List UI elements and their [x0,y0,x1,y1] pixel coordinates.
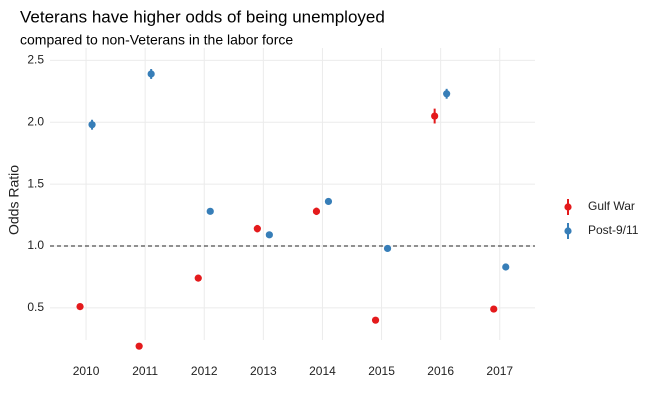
legend-label: Gulf War [588,199,635,213]
y-axis-label: Odds Ratio [6,165,22,235]
legend-label: Post-9/11 [588,223,639,237]
x-tick-label: 2011 [132,364,158,378]
x-tick-label: 2014 [309,364,336,378]
point [490,305,498,313]
y-tick-label: 1.5 [27,176,44,190]
chart-title: Veterans have higher odds of being unemp… [20,7,385,26]
point [324,197,333,206]
chart-subtitle: compared to non-Veterans in the labor fo… [20,32,293,48]
legend-key-point [564,203,572,211]
point [312,207,321,215]
point [371,316,380,324]
legend-key-point [564,227,572,235]
x-tick-label: 2012 [191,364,218,378]
point [135,342,143,350]
point [502,263,510,271]
point [76,302,84,311]
x-tick-label: 2016 [427,364,454,378]
y-tick-label: 2.5 [27,53,44,67]
point [431,112,439,120]
y-tick-label: 1.0 [27,238,44,252]
y-tick-label: 2.0 [27,114,44,128]
point [443,90,451,98]
point [194,274,202,282]
x-tick-label: 2013 [250,364,277,378]
x-tick-label: 2017 [486,364,513,378]
x-tick-label: 2010 [73,364,100,378]
point [206,207,214,215]
point [253,225,261,233]
legend-item: Post-9/11 [564,223,639,239]
point [383,244,392,253]
point [147,70,155,78]
point [265,231,273,239]
legend-item: Gulf War [564,199,635,215]
point [88,121,96,129]
y-tick-label: 0.5 [27,300,44,314]
x-tick-label: 2015 [368,364,395,378]
